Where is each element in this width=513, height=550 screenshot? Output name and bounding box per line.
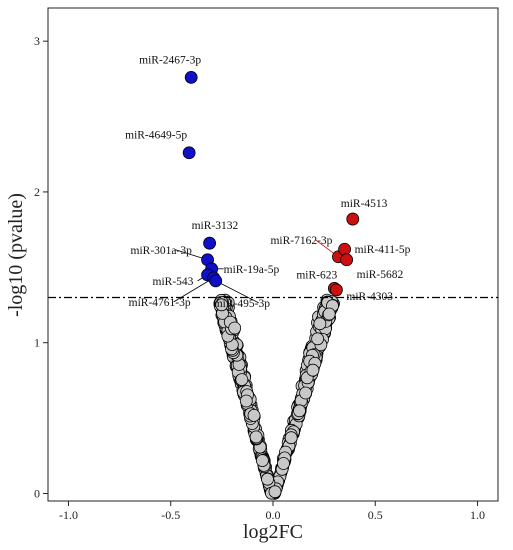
ns-point (215, 298, 229, 312)
y-tick-label: 3 (34, 34, 40, 48)
x-tick-label: 1.0 (470, 508, 485, 522)
ns-point (255, 454, 269, 468)
significant-point (184, 70, 198, 84)
ns-point (293, 404, 306, 418)
ns-point (311, 332, 325, 346)
mirna-label: miR-4513 (341, 198, 388, 210)
mirna-label: miR-4303 (346, 291, 393, 303)
mirna-label: miR-623 (296, 269, 337, 281)
leader-line (173, 277, 214, 303)
mirna-label: miR-19a-5p (224, 264, 280, 276)
significant-point (203, 236, 216, 250)
significant-points (182, 70, 360, 297)
ns-point (313, 317, 327, 331)
ns-point (299, 386, 313, 400)
x-tick-label: 0.0 (266, 508, 281, 522)
ns-point (261, 472, 274, 486)
significant-point (209, 274, 223, 288)
ns-point (249, 430, 263, 444)
ns-point (247, 408, 261, 422)
y-axis-label: -log10 (pvalue) (5, 193, 27, 317)
x-axis-ticks: -1.0 -0.5 0.0 0.5 1.0 (59, 501, 485, 522)
ns-point (239, 394, 253, 408)
x-tick-label: 0.5 (368, 508, 383, 522)
mirna-label: miR-4761-3p (129, 297, 191, 309)
ns-point (277, 457, 290, 470)
ns-point (235, 373, 249, 387)
mirna-label: miR-301a-3p (131, 245, 193, 257)
significant-point (338, 242, 351, 256)
x-axis-label: log2FC (243, 521, 303, 543)
mirna-label: miR-4649-5p (125, 130, 187, 142)
x-tick-label: -1.0 (59, 508, 78, 522)
x-tick-label: -0.5 (161, 508, 180, 522)
mirna-label: miR-7162-3p (270, 235, 332, 247)
significant-point (330, 283, 343, 297)
mirna-label: miR-543 (153, 276, 194, 288)
y-tick-label: 1 (34, 336, 40, 350)
mirna-labels: miR-2467-3p miR-4649-5p miR-3132 miR-301a-3… (125, 54, 410, 310)
leader-line (215, 280, 259, 304)
plot-frame (47, 7, 499, 502)
significant-point (346, 212, 360, 226)
y-axis-ticks: 0 1 2 3 (34, 34, 48, 500)
ns-point (268, 485, 282, 499)
mirna-label: miR-2467-3p (139, 54, 201, 66)
y-tick-label: 2 (34, 185, 40, 199)
mirna-label: miR-3132 (192, 220, 239, 232)
ns-point (322, 307, 336, 321)
non-significant-points (213, 293, 340, 500)
mirna-label: miR-495-3p (214, 298, 270, 310)
mirna-label: miR-5682 (357, 269, 404, 281)
mirna-label: miR-411-5p (355, 244, 411, 256)
ns-point (284, 431, 298, 445)
ns-point (306, 363, 320, 377)
ns-point (228, 321, 242, 335)
y-tick-label: 0 (34, 486, 40, 500)
significant-point (182, 146, 196, 160)
significant-point (340, 253, 354, 267)
